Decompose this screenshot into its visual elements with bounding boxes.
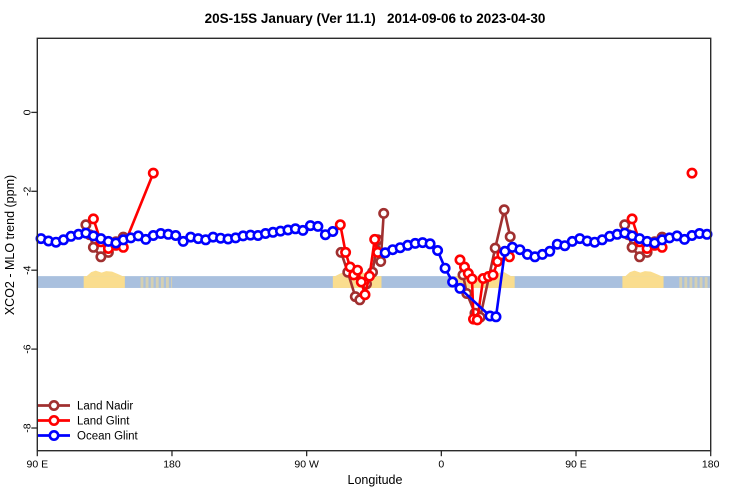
band-land-pale: [155, 277, 159, 288]
band-land-pale: [145, 277, 149, 288]
series-land-glint-point: [626, 213, 638, 225]
series-ocean-glint-point: [439, 262, 451, 274]
legend-marker: [48, 429, 60, 441]
series-land-nadir-point: [626, 241, 638, 253]
series-land-glint-point: [686, 167, 698, 179]
series-land-nadir-point: [87, 241, 99, 253]
x-tick-label: 90 E: [565, 459, 587, 471]
x-tick-label: 90 E: [26, 459, 48, 471]
series-ocean-glint-point: [432, 245, 444, 257]
y-tick-label: 0: [21, 109, 33, 115]
legend-label: Ocean Glint: [77, 431, 139, 443]
series-ocean-glint-point: [447, 276, 459, 288]
y-tick-label: -4: [21, 265, 33, 274]
series-ocean-glint-point: [454, 282, 466, 294]
series-land-glint-point: [334, 219, 346, 231]
band-land-pale: [165, 277, 169, 288]
series-ocean-glint-point: [514, 244, 526, 256]
series-land-nadir-point: [489, 242, 501, 254]
band-land: [83, 276, 125, 288]
band-land-pale: [684, 277, 688, 288]
band-land-pale: [694, 277, 698, 288]
series-ocean-glint-point: [297, 224, 309, 236]
legend-label: Land Nadir: [77, 401, 133, 413]
series-ocean-glint-point: [701, 228, 713, 240]
series-ocean-glint-point: [312, 220, 324, 232]
band-land: [622, 276, 664, 288]
series-ocean-glint-point: [170, 230, 182, 242]
series-land-glint-line: [338, 223, 380, 297]
series-land-nadir-point: [378, 207, 390, 219]
y-tick-label: -2: [21, 186, 33, 195]
series-land-nadir-point: [504, 231, 516, 243]
series-land-nadir-point: [498, 204, 510, 216]
series-land-glint-point: [487, 269, 499, 281]
series-land-glint-point: [359, 289, 371, 301]
band-land-bump: [86, 270, 123, 277]
series-land-glint-point: [340, 246, 352, 258]
x-tick-label: 90 W: [294, 459, 319, 471]
series-land-nadir-point: [375, 255, 387, 267]
series-land-glint-point: [471, 314, 483, 326]
series-land-glint-point: [351, 264, 363, 276]
band-land-pale: [150, 277, 154, 288]
series-ocean-glint-point: [544, 245, 556, 257]
y-tick-label: -6: [21, 344, 33, 353]
x-axis-label: Longitude: [347, 473, 403, 487]
band-land-pale: [699, 277, 703, 288]
series-land-glint-point: [363, 270, 375, 282]
legend-marker: [48, 414, 60, 426]
series-land-glint-point: [466, 273, 478, 285]
series-land-glint-point: [147, 167, 159, 179]
legend-label: Land Glint: [77, 416, 130, 428]
series-land-glint-point: [87, 213, 99, 225]
series-ocean-glint-point: [424, 238, 436, 250]
band-land-pale: [704, 277, 708, 288]
series-land-glint-point: [369, 233, 381, 245]
band-land-bump: [625, 270, 662, 277]
y-tick-label: -8: [21, 423, 33, 432]
band-land-pale: [160, 277, 164, 288]
legend-marker: [48, 399, 60, 411]
series-ocean-glint-point: [490, 311, 502, 323]
band-land-pale: [679, 277, 683, 288]
x-tick-label: 180: [702, 459, 720, 471]
plot-border: [36, 37, 712, 452]
series-ocean-glint-point: [327, 226, 339, 238]
chart-title: 20S-15S January (Ver 11.1) 2014-09-06 to…: [204, 11, 546, 26]
x-tick-label: 180: [163, 459, 181, 471]
x-tick-label: 0: [438, 459, 444, 471]
band-land-pale: [171, 277, 173, 288]
band-land-pale: [689, 277, 693, 288]
series-land-glint-point: [355, 276, 367, 288]
band-land-pale: [140, 277, 144, 288]
